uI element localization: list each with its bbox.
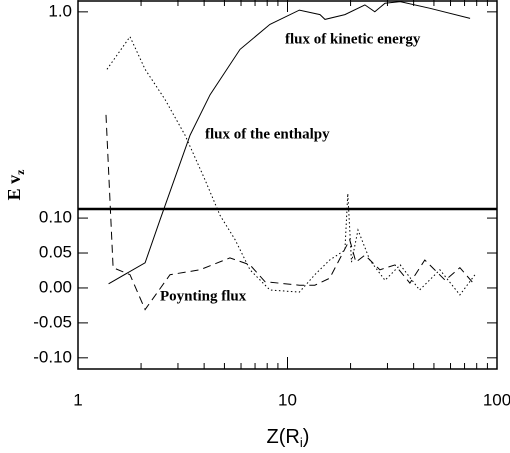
y-axis-label: E vz [4,169,27,201]
x-axis-label: Z(Ri) [267,426,310,450]
x-label-close: ) [303,426,310,448]
x-tick-label: 100 [483,390,510,409]
x-tick-label: 1 [73,390,82,409]
x-label-main: Z(R [267,426,300,448]
y-tick-label: 1.0 [48,1,72,20]
x-tick-label: 10 [278,390,297,409]
y-tick-label: -0.10 [33,347,72,366]
y-tick-label: 0.00 [39,277,72,296]
annotation: flux of kinetic energy [285,31,421,47]
plot-frame [77,0,498,370]
y-label-subscript: z [13,169,27,175]
series-line [106,35,476,296]
series-line [105,114,476,311]
annotation: flux of the enthalpy [205,126,330,142]
y-label-main: E v [4,175,24,201]
annotation: Poynting flux [160,288,247,304]
y-tick-label: 0.10 [39,208,72,227]
x-label-subscript: i [300,435,303,450]
series-line [108,1,471,285]
y-tick-label: -0.05 [33,312,72,331]
y-tick-label: 0.05 [39,243,72,262]
